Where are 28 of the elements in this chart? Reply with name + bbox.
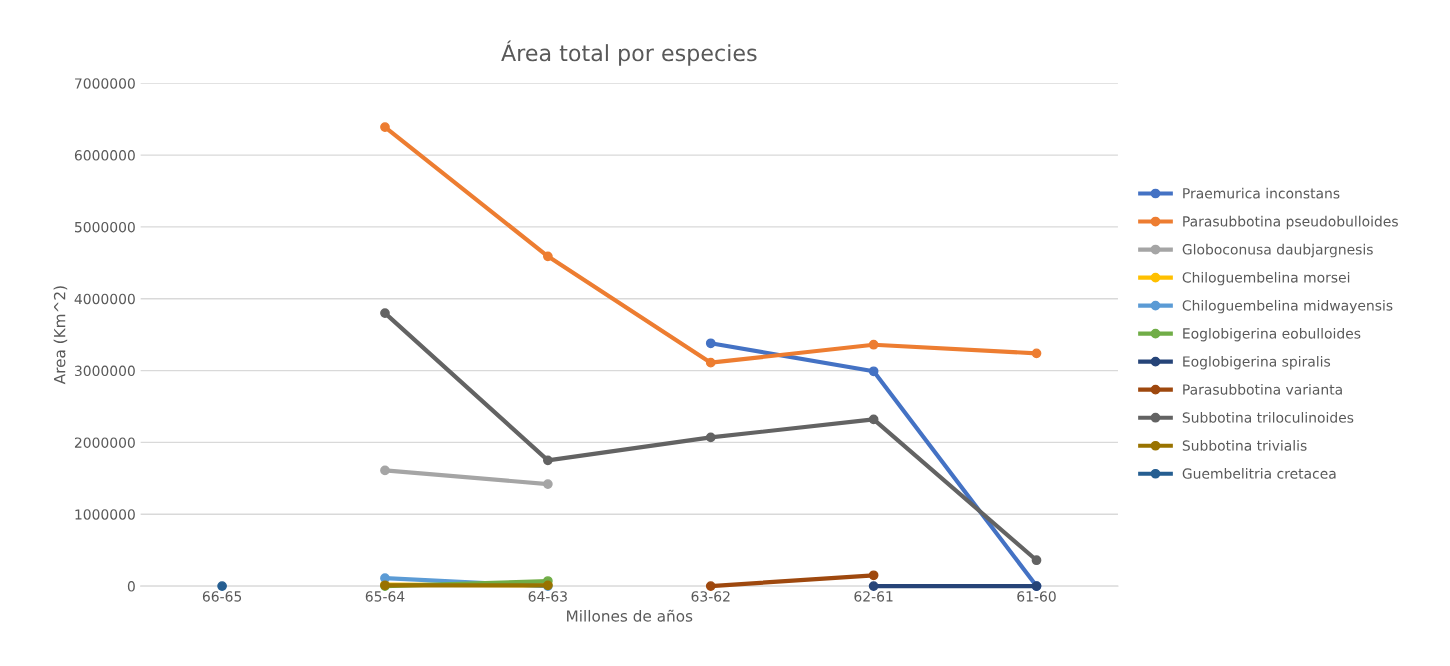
- legend-label: Subbotina triloculinoides: [1182, 412, 1354, 423]
- x-tick-label: 63-62: [691, 591, 730, 602]
- y-axis-title: Area (Km^2): [53, 286, 68, 385]
- legend-label: Globoconusa daubjargnesis: [1182, 243, 1373, 258]
- chart-title: Área total por especies: [501, 40, 757, 66]
- legend-label: Eoglobigerina eobulloides: [1183, 327, 1361, 342]
- y-tick-label: 2000000: [74, 437, 135, 448]
- x-tick-label: 62-61: [854, 591, 893, 602]
- legend-label: Subbotina trivialis: [1182, 440, 1307, 451]
- y-tick-label: 4000000: [74, 293, 135, 305]
- legend-label: Parasubbotina varianta: [1183, 383, 1342, 395]
- legend-label: Parasubbotina pseudobulloides: [1183, 215, 1398, 230]
- x-tick-label: 64-63: [528, 591, 567, 602]
- y-tick-label: 6000000: [74, 150, 135, 161]
- legend-label: Guembelitria cretacea: [1182, 468, 1336, 479]
- legend-label: Eoglobigerina spiralis: [1183, 355, 1331, 370]
- legend-label: Chiloguembelina midwayensis: [1182, 299, 1393, 314]
- x-tick-label: 66-65: [202, 591, 242, 602]
- legend-label: Chiloguembelina morsei: [1182, 271, 1350, 286]
- y-tick-label: 0: [127, 581, 135, 592]
- y-tick-label: 7000000: [75, 78, 135, 89]
- x-axis-title: Millones de años: [567, 609, 693, 622]
- y-tick-label: 1000000: [75, 509, 135, 520]
- x-tick-label: 61-60: [1017, 591, 1056, 602]
- x-tick-label: 65-64: [365, 591, 405, 602]
- y-tick-label: 3000000: [74, 365, 135, 377]
- legend-label: Praemurica inconstans: [1183, 187, 1340, 199]
- y-tick-label: 5000000: [75, 221, 135, 233]
